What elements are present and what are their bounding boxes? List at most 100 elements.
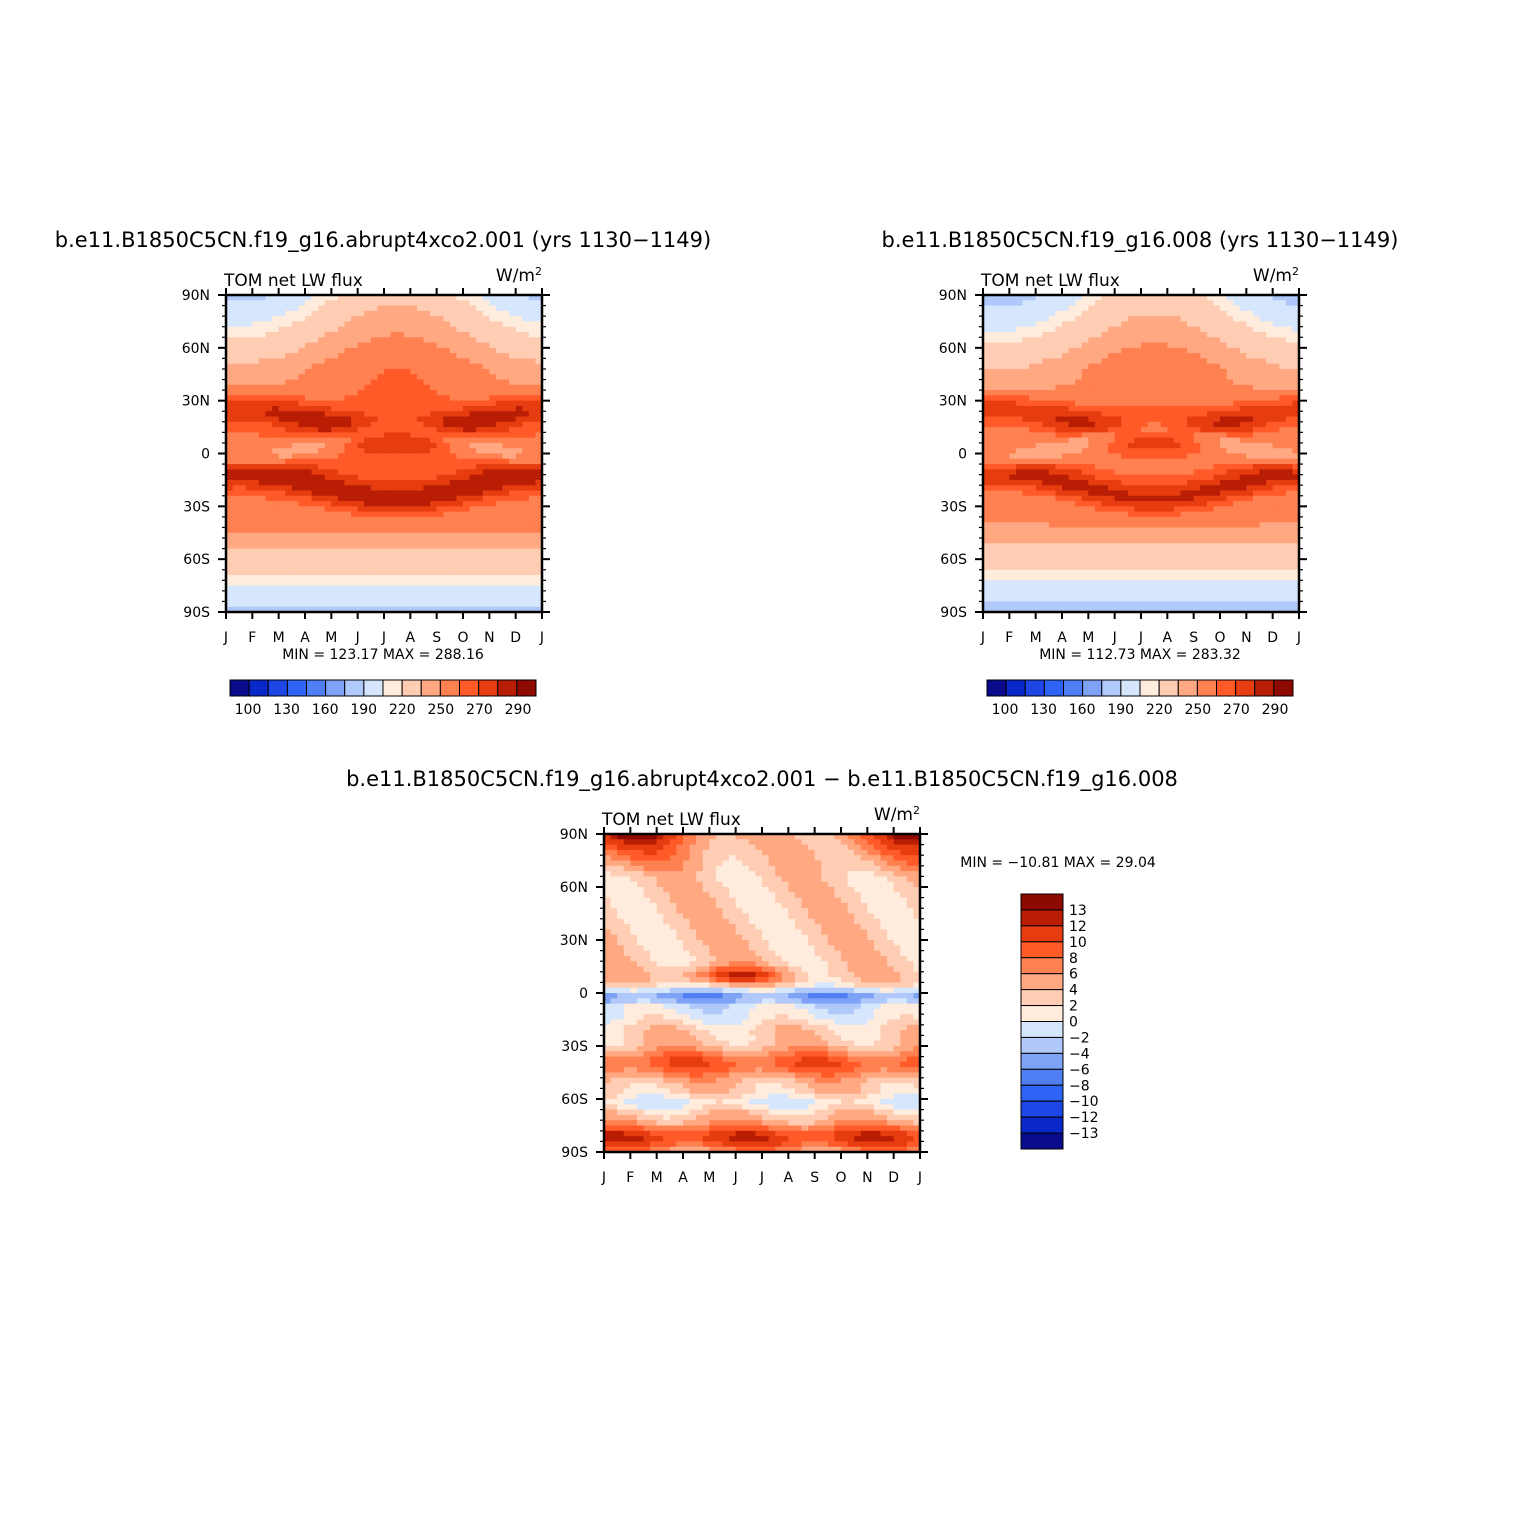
heatmap-cell (364, 490, 372, 497)
heatmap-cell (1114, 405, 1122, 412)
heatmap-cell (456, 442, 464, 449)
heatmap-cell (252, 553, 260, 560)
heatmap-cell (410, 390, 418, 396)
heatmap-cell (1094, 474, 1103, 481)
heatmap-cell (528, 501, 537, 507)
heatmap-cell (482, 522, 490, 529)
heatmap-cell (1180, 453, 1188, 460)
heatmap-cell (232, 464, 240, 470)
heatmap-cell (456, 384, 464, 391)
heatmap-cell (1108, 316, 1116, 323)
heatmap-cell (252, 506, 260, 513)
heatmap-cell (1213, 384, 1221, 391)
heatmap-cell (384, 363, 392, 370)
heatmap-cell (252, 580, 260, 587)
heatmap-cell (357, 490, 365, 497)
heatmap-cell (416, 474, 425, 481)
heatmap-cell (1187, 464, 1195, 470)
heatmap-cell (337, 326, 346, 333)
heatmap-cell (1220, 448, 1228, 455)
heatmap-cell (1134, 405, 1142, 412)
heatmap-cell (502, 395, 510, 402)
heatmap-cell (1180, 363, 1188, 370)
heatmap-cell (285, 437, 293, 444)
heatmap-cell (278, 347, 286, 354)
heatmap-cell (370, 575, 379, 581)
heatmap-cell (1246, 405, 1254, 412)
heatmap-cell (311, 479, 319, 486)
heatmap-cell (1022, 479, 1030, 486)
heatmap-cell (416, 479, 425, 486)
heatmap-cell (1094, 437, 1103, 444)
heatmap-cell (1226, 326, 1234, 333)
heatmap-cell (1042, 374, 1050, 381)
heatmap-cell (522, 374, 530, 381)
heatmap-cell (469, 326, 477, 333)
heatmap-cell (1015, 316, 1024, 323)
heatmap-cell (232, 395, 240, 402)
heatmap-cell (252, 479, 260, 486)
heatmap-cell (1075, 305, 1083, 312)
heatmap-cell (522, 421, 530, 428)
heatmap-cell (239, 453, 247, 460)
heatmap-cell (515, 395, 523, 402)
heatmap-cell (509, 437, 517, 444)
heatmap-cell (522, 585, 530, 592)
heatmap-cell (1062, 326, 1070, 333)
heatmap-cell (344, 538, 352, 544)
heatmap-cell (1127, 337, 1136, 344)
heatmap-cell (397, 400, 405, 407)
heatmap-cell (1187, 395, 1195, 402)
heatmap-cell (1088, 448, 1096, 455)
heatmap-cell (239, 379, 247, 386)
heatmap-cell (1108, 506, 1116, 513)
heatmap-cell (1121, 416, 1129, 423)
heatmap-cell (232, 374, 240, 381)
heatmap-cell (1259, 337, 1267, 344)
heatmap-cell (357, 590, 365, 597)
heatmap-cell (285, 337, 293, 344)
heatmap-cell (291, 580, 300, 587)
heatmap-cell (1279, 347, 1287, 354)
heatmap-cell (443, 368, 451, 375)
heatmap-cell (298, 548, 306, 555)
heatmap-cell (996, 453, 1004, 460)
heatmap-cell (1088, 495, 1096, 502)
heatmap-cell (1075, 485, 1083, 492)
heatmap-cell (989, 310, 997, 317)
heatmap-cell (239, 427, 247, 433)
heatmap-cell (344, 606, 352, 613)
heatmap-cell (1180, 379, 1188, 386)
heatmap-cell (1062, 384, 1070, 391)
heatmap-cell (1094, 442, 1103, 449)
heatmap-cell (1101, 374, 1109, 381)
heatmap-cell (1147, 395, 1155, 402)
heatmap-cell (989, 421, 997, 428)
heatmap-cell (331, 580, 339, 587)
heatmap-cell (1160, 374, 1168, 381)
heatmap-cell (528, 553, 537, 560)
heatmap-cell (449, 427, 458, 433)
heatmap-cell (469, 575, 477, 581)
heatmap-cell (476, 400, 484, 407)
heatmap-cell (1193, 342, 1201, 349)
heatmap-cell (1226, 458, 1234, 465)
heatmap-cell (1193, 501, 1201, 507)
heatmap-cell (364, 464, 372, 470)
heatmap-cell (364, 569, 372, 576)
heatmap-cell (423, 353, 431, 359)
heatmap-cell (1114, 474, 1122, 481)
heatmap-cell (1108, 300, 1116, 307)
heatmap-cell (502, 501, 510, 507)
heatmap-cell (384, 495, 392, 502)
heatmap-cell (337, 458, 346, 465)
heatmap-cell (305, 580, 313, 587)
heatmap-cell (1134, 305, 1142, 312)
heatmap-cell (436, 469, 444, 476)
heatmap-cell (252, 532, 260, 539)
heatmap-cell (1187, 427, 1195, 433)
heatmap-cell (989, 342, 997, 349)
heatmap-cell (423, 590, 431, 597)
heatmap-cell (983, 479, 991, 486)
heatmap-cell (1009, 342, 1017, 349)
